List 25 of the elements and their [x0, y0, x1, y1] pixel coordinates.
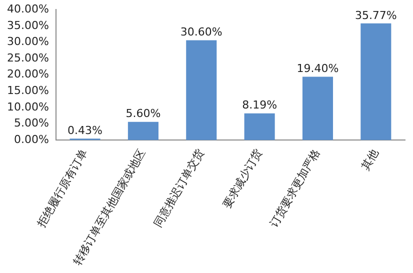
x-tick-label: 同意推迟订单交货 — [151, 146, 206, 230]
bar — [302, 76, 334, 140]
y-tick-label: 20.00% — [6, 68, 49, 81]
data-label: 0.43% — [68, 124, 103, 138]
x-tick-label: 要求减少订货 — [220, 146, 265, 210]
x-tick-label: 拒绝履行原有订单 — [34, 146, 90, 230]
y-tick-label: 5.00% — [14, 116, 49, 130]
y-tick-label: 10.00% — [6, 100, 49, 114]
y-tick-label: 0.00% — [14, 132, 49, 146]
data-label: 30.60% — [180, 26, 222, 39]
data-label: 5.60% — [126, 107, 161, 120]
y-tick-label: 15.00% — [6, 84, 49, 98]
bar — [186, 40, 217, 140]
bar — [244, 113, 275, 140]
y-tick-label: 35.00% — [6, 18, 49, 32]
x-tick-label: 订货要求更加严格 — [268, 146, 323, 230]
y-tick-label: 30.00% — [6, 35, 49, 48]
bar — [128, 122, 158, 140]
data-label: 8.19% — [242, 98, 278, 112]
bar — [360, 23, 392, 140]
x-tick-label: 其他 — [358, 146, 381, 172]
y-tick-label: 25.00% — [6, 51, 49, 64]
y-tick-label: 40.00% — [6, 2, 49, 16]
data-label: 19.40% — [296, 62, 339, 76]
data-label: 35.77% — [354, 8, 397, 22]
